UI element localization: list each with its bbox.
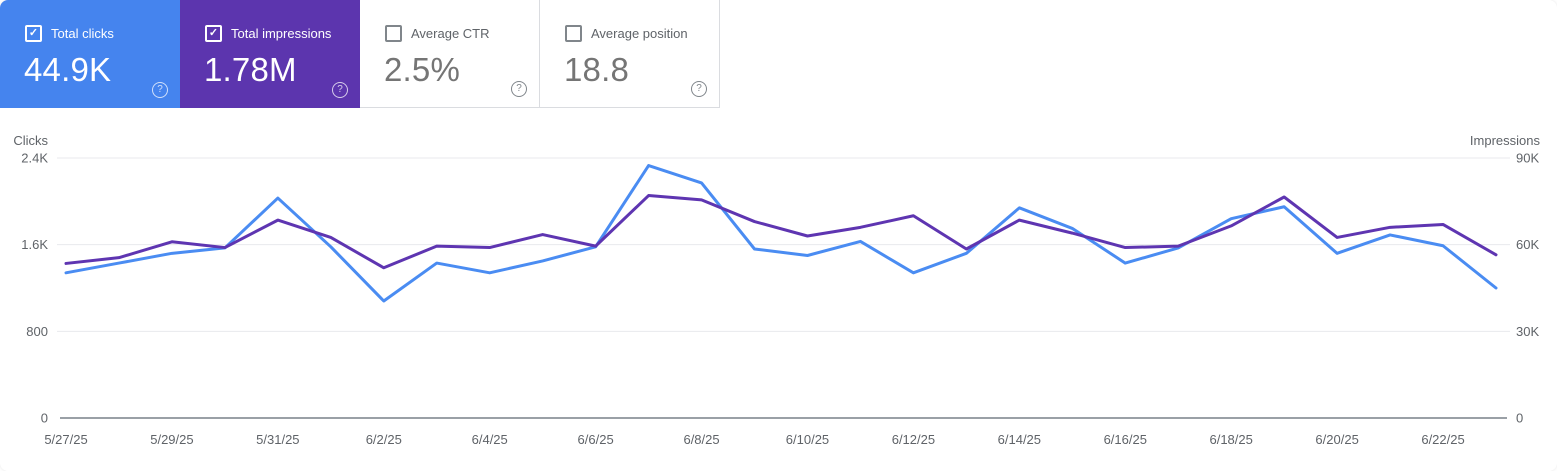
metric-card-total-clicks[interactable]: ✓ Total clicks 44.9K ? (0, 0, 180, 108)
left-axis-tick: 0 (41, 411, 48, 426)
card-value: 2.5% (384, 51, 461, 88)
total-impressions-checkbox[interactable]: ✓ (205, 25, 222, 42)
card-header: ✓ Total clicks (0, 0, 180, 42)
metric-card-average-ctr[interactable]: ✓ Average CTR 2.5% ? (360, 0, 540, 108)
x-axis-date-label: 6/16/25 (1104, 432, 1147, 447)
x-axis-date-label: 5/31/25 (256, 432, 299, 447)
checkmark-icon: ✓ (389, 28, 398, 39)
card-label: Total clicks (51, 26, 114, 41)
left-axis-tick: 1.6K (21, 237, 48, 252)
right-axis-title: Impressions (1470, 133, 1541, 148)
average-position-checkbox[interactable]: ✓ (565, 25, 582, 42)
help-icon[interactable]: ? (332, 82, 348, 98)
x-axis-date-label: 6/6/25 (578, 432, 614, 447)
card-value: 18.8 (564, 51, 630, 88)
x-axis-date-label: 6/10/25 (786, 432, 829, 447)
x-axis-date-label: 6/18/25 (1209, 432, 1252, 447)
card-value: 1.78M (204, 51, 297, 88)
right-axis-tick: 0 (1516, 411, 1523, 426)
left-axis-tick: 2.4K (21, 151, 48, 166)
help-icon[interactable]: ? (152, 82, 168, 98)
checkmark-icon: ✓ (28, 27, 39, 39)
x-axis-date-label: 6/22/25 (1421, 432, 1464, 447)
card-label: Average position (591, 26, 688, 41)
x-axis-date-label: 6/12/25 (892, 432, 935, 447)
card-label: Average CTR (411, 26, 490, 41)
x-axis-date-label: 6/14/25 (998, 432, 1041, 447)
help-icon[interactable]: ? (511, 81, 527, 97)
card-header: ✓ Average position (540, 0, 719, 42)
x-axis-date-label: 6/2/25 (366, 432, 402, 447)
total-clicks-checkbox[interactable]: ✓ (25, 25, 42, 42)
metrics-cards-row: ✓ Total clicks 44.9K ? ✓ Total impressio… (0, 0, 720, 108)
card-header: ✓ Total impressions (180, 0, 360, 42)
help-icon[interactable]: ? (691, 81, 707, 97)
card-label: Total impressions (231, 26, 332, 41)
right-axis-tick: 60K (1516, 237, 1539, 252)
x-axis-date-label: 6/4/25 (472, 432, 508, 447)
left-axis-title: Clicks (13, 133, 48, 148)
x-axis-date-label: 6/20/25 (1315, 432, 1358, 447)
x-axis-date-label: 5/29/25 (150, 432, 193, 447)
right-axis-tick: 90K (1516, 151, 1539, 166)
metric-card-average-position[interactable]: ✓ Average position 18.8 ? (540, 0, 720, 108)
right-axis-tick: 30K (1516, 324, 1539, 339)
checkmark-icon: ✓ (569, 28, 578, 39)
x-axis-date-label: 6/8/25 (683, 432, 719, 447)
left-axis-tick: 800 (26, 324, 48, 339)
impressions-line[interactable] (64, 194, 1498, 270)
card-value: 44.9K (24, 51, 112, 88)
checkmark-icon: ✓ (208, 27, 219, 39)
clicks-line[interactable] (64, 164, 1498, 303)
metric-card-total-impressions[interactable]: ✓ Total impressions 1.78M ? (180, 0, 360, 108)
average-ctr-checkbox[interactable]: ✓ (385, 25, 402, 42)
card-header: ✓ Average CTR (360, 0, 539, 42)
x-axis-date-label: 5/27/25 (44, 432, 87, 447)
